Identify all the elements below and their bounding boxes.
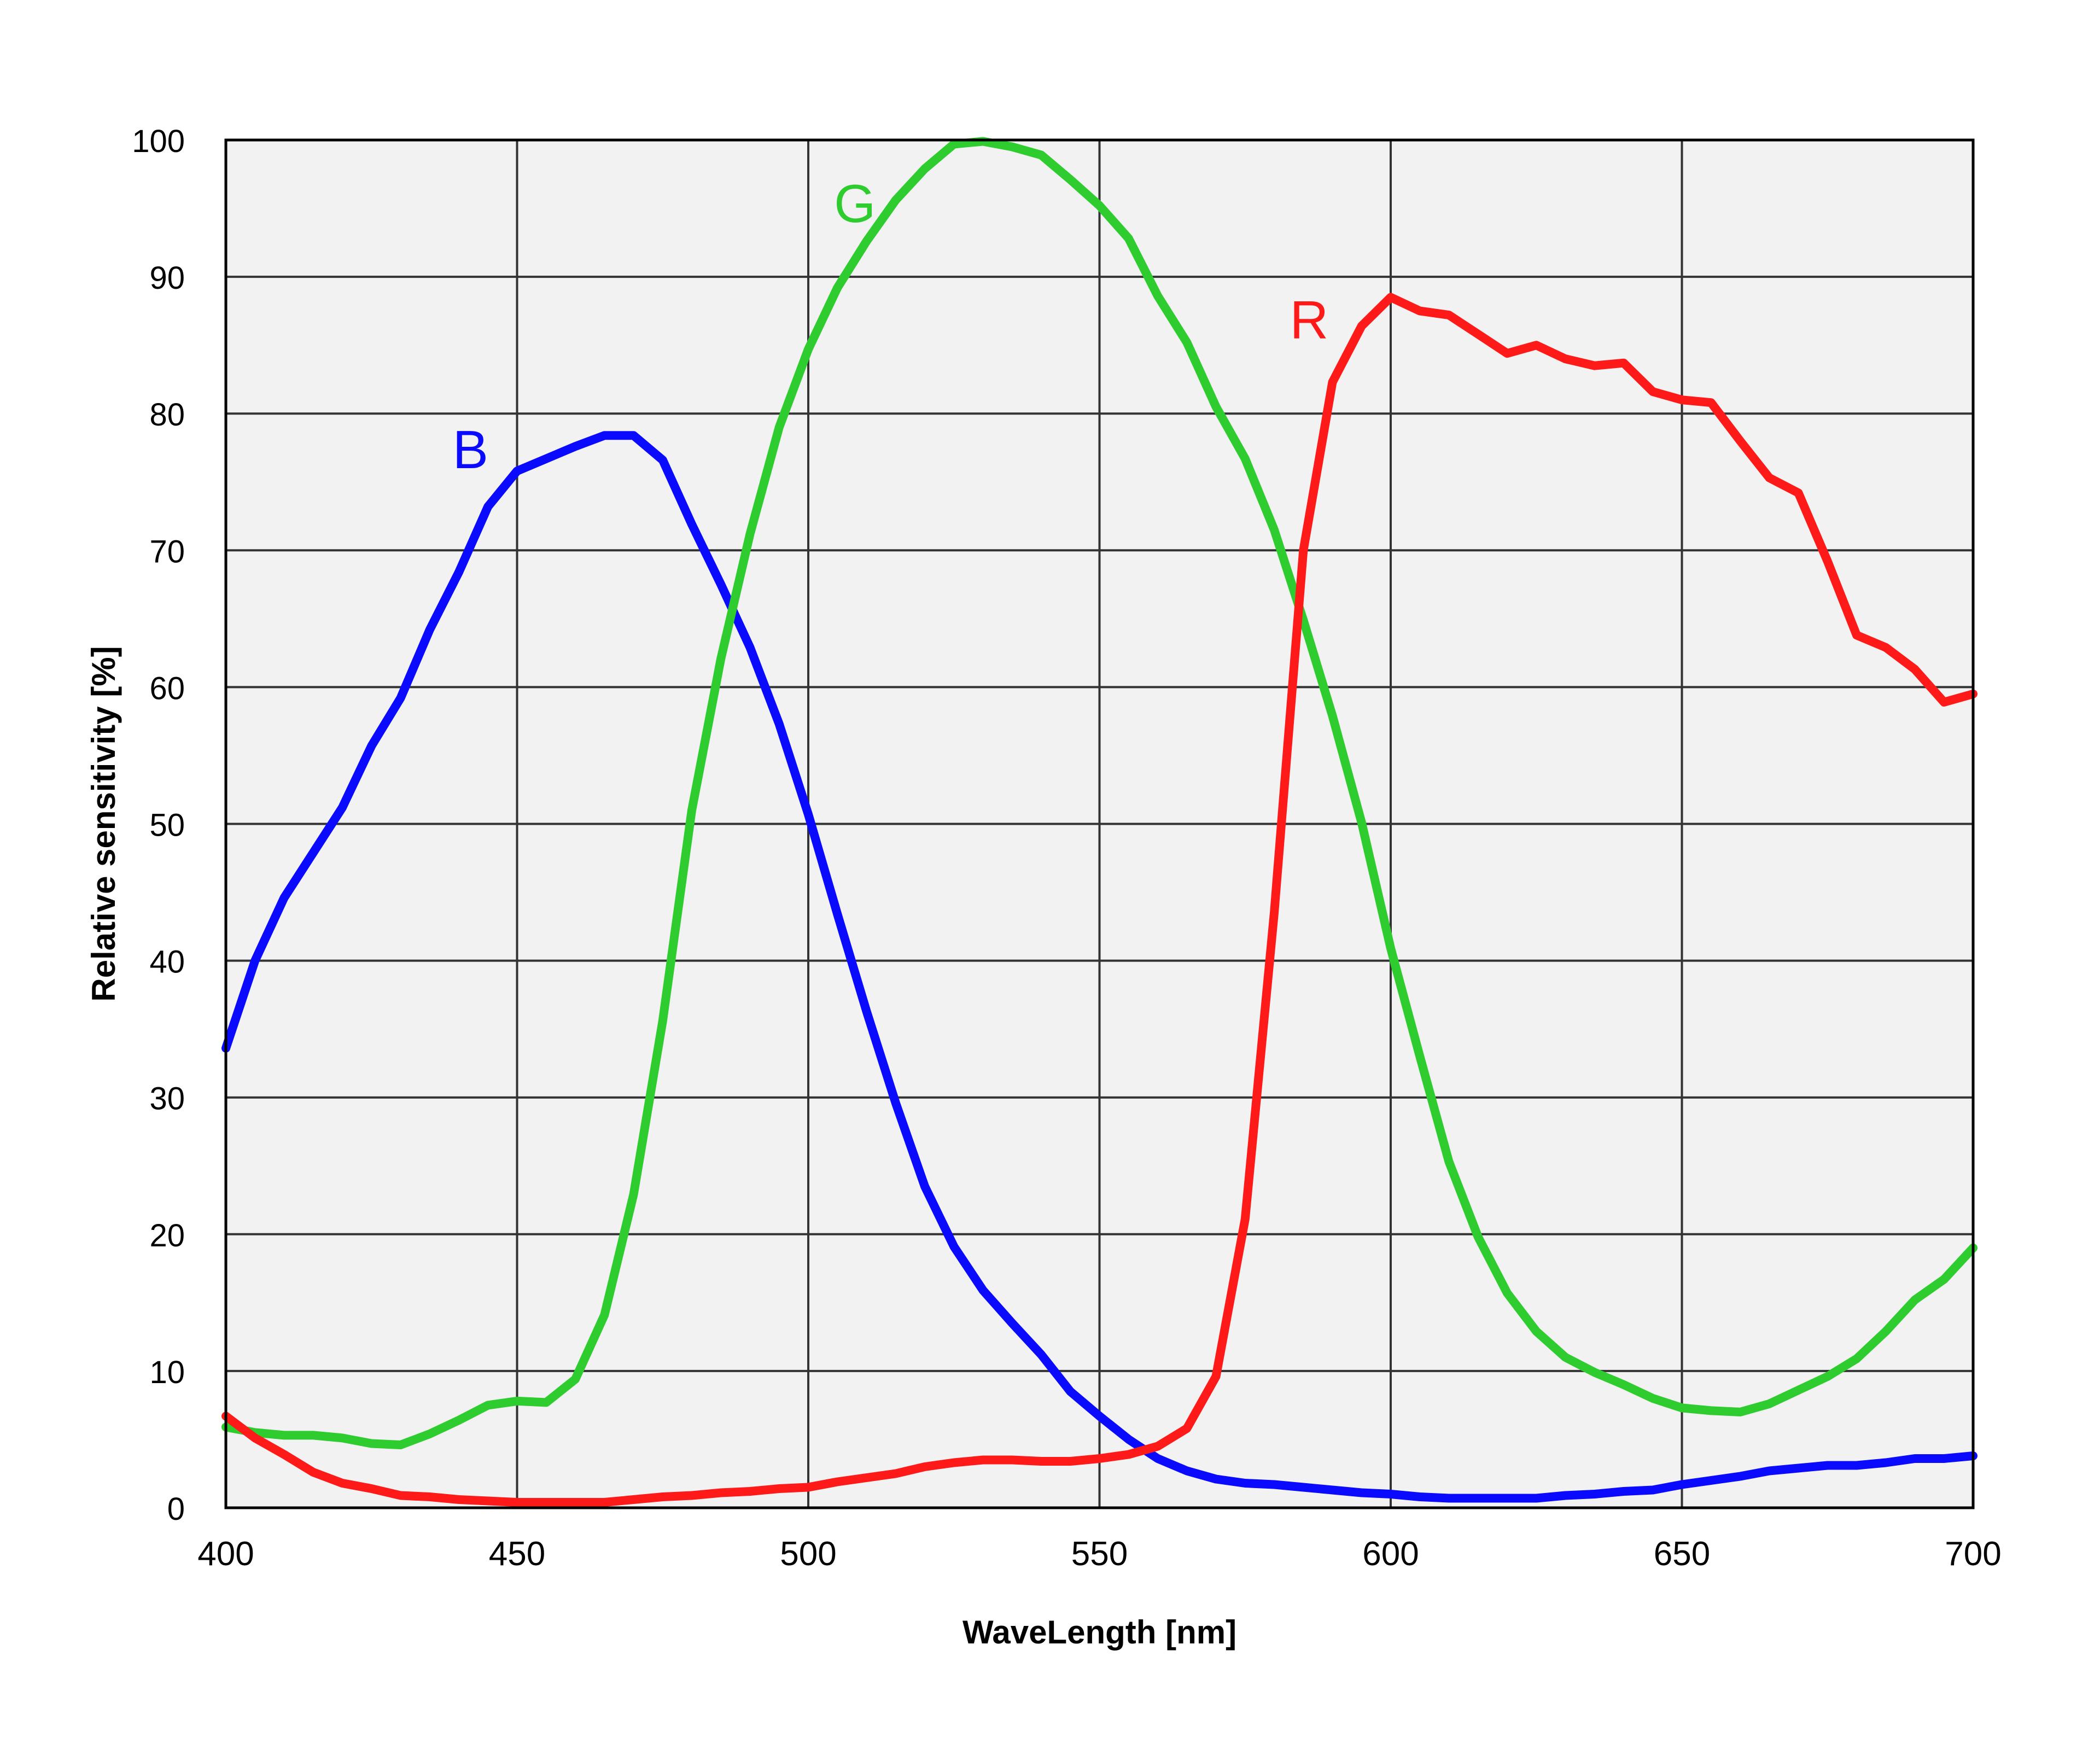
x-tick-label: 400 xyxy=(197,1535,254,1573)
series-line-r xyxy=(221,293,1978,1507)
series-label-b: B xyxy=(453,419,488,480)
x-axis-title: WaveLength [nm] xyxy=(962,1614,1236,1651)
x-tick-label: 450 xyxy=(489,1535,545,1573)
y-tick-label: 100 xyxy=(132,124,185,159)
y-tick-label: 60 xyxy=(149,670,185,706)
y-tick-label: 70 xyxy=(149,534,185,569)
y-tick-label: 10 xyxy=(149,1355,185,1390)
series-label-g: G xyxy=(834,173,876,234)
series-lines xyxy=(221,137,1978,1507)
y-tick-label: 50 xyxy=(149,808,185,843)
series-label-r: R xyxy=(1290,290,1329,350)
x-tick-label: 600 xyxy=(1362,1535,1419,1573)
y-axis-title: Relative sensitivity [%] xyxy=(85,646,122,1001)
y-tick-label: 20 xyxy=(149,1218,185,1253)
y-tick-label: 30 xyxy=(149,1081,185,1117)
y-tick-label: 0 xyxy=(167,1491,185,1527)
x-tick-label: 650 xyxy=(1654,1535,1710,1573)
tick-labels: 400 450 500 550 600 650 700 0 10 20 30 40 50 60 70 80 90… xyxy=(132,124,2002,1573)
series-line-b xyxy=(221,431,1978,1503)
y-tick-label: 90 xyxy=(149,260,185,296)
y-tick-label: 80 xyxy=(149,397,185,433)
x-tick-label: 550 xyxy=(1071,1535,1128,1573)
grid-lines xyxy=(226,140,1973,1508)
x-tick-label: 500 xyxy=(780,1535,836,1573)
series-line-g xyxy=(221,137,1978,1449)
series-labels: B G R xyxy=(453,173,1329,480)
y-tick-label: 40 xyxy=(149,944,185,980)
plot-frame xyxy=(224,138,1975,1509)
x-tick-label: 700 xyxy=(1945,1535,2001,1573)
